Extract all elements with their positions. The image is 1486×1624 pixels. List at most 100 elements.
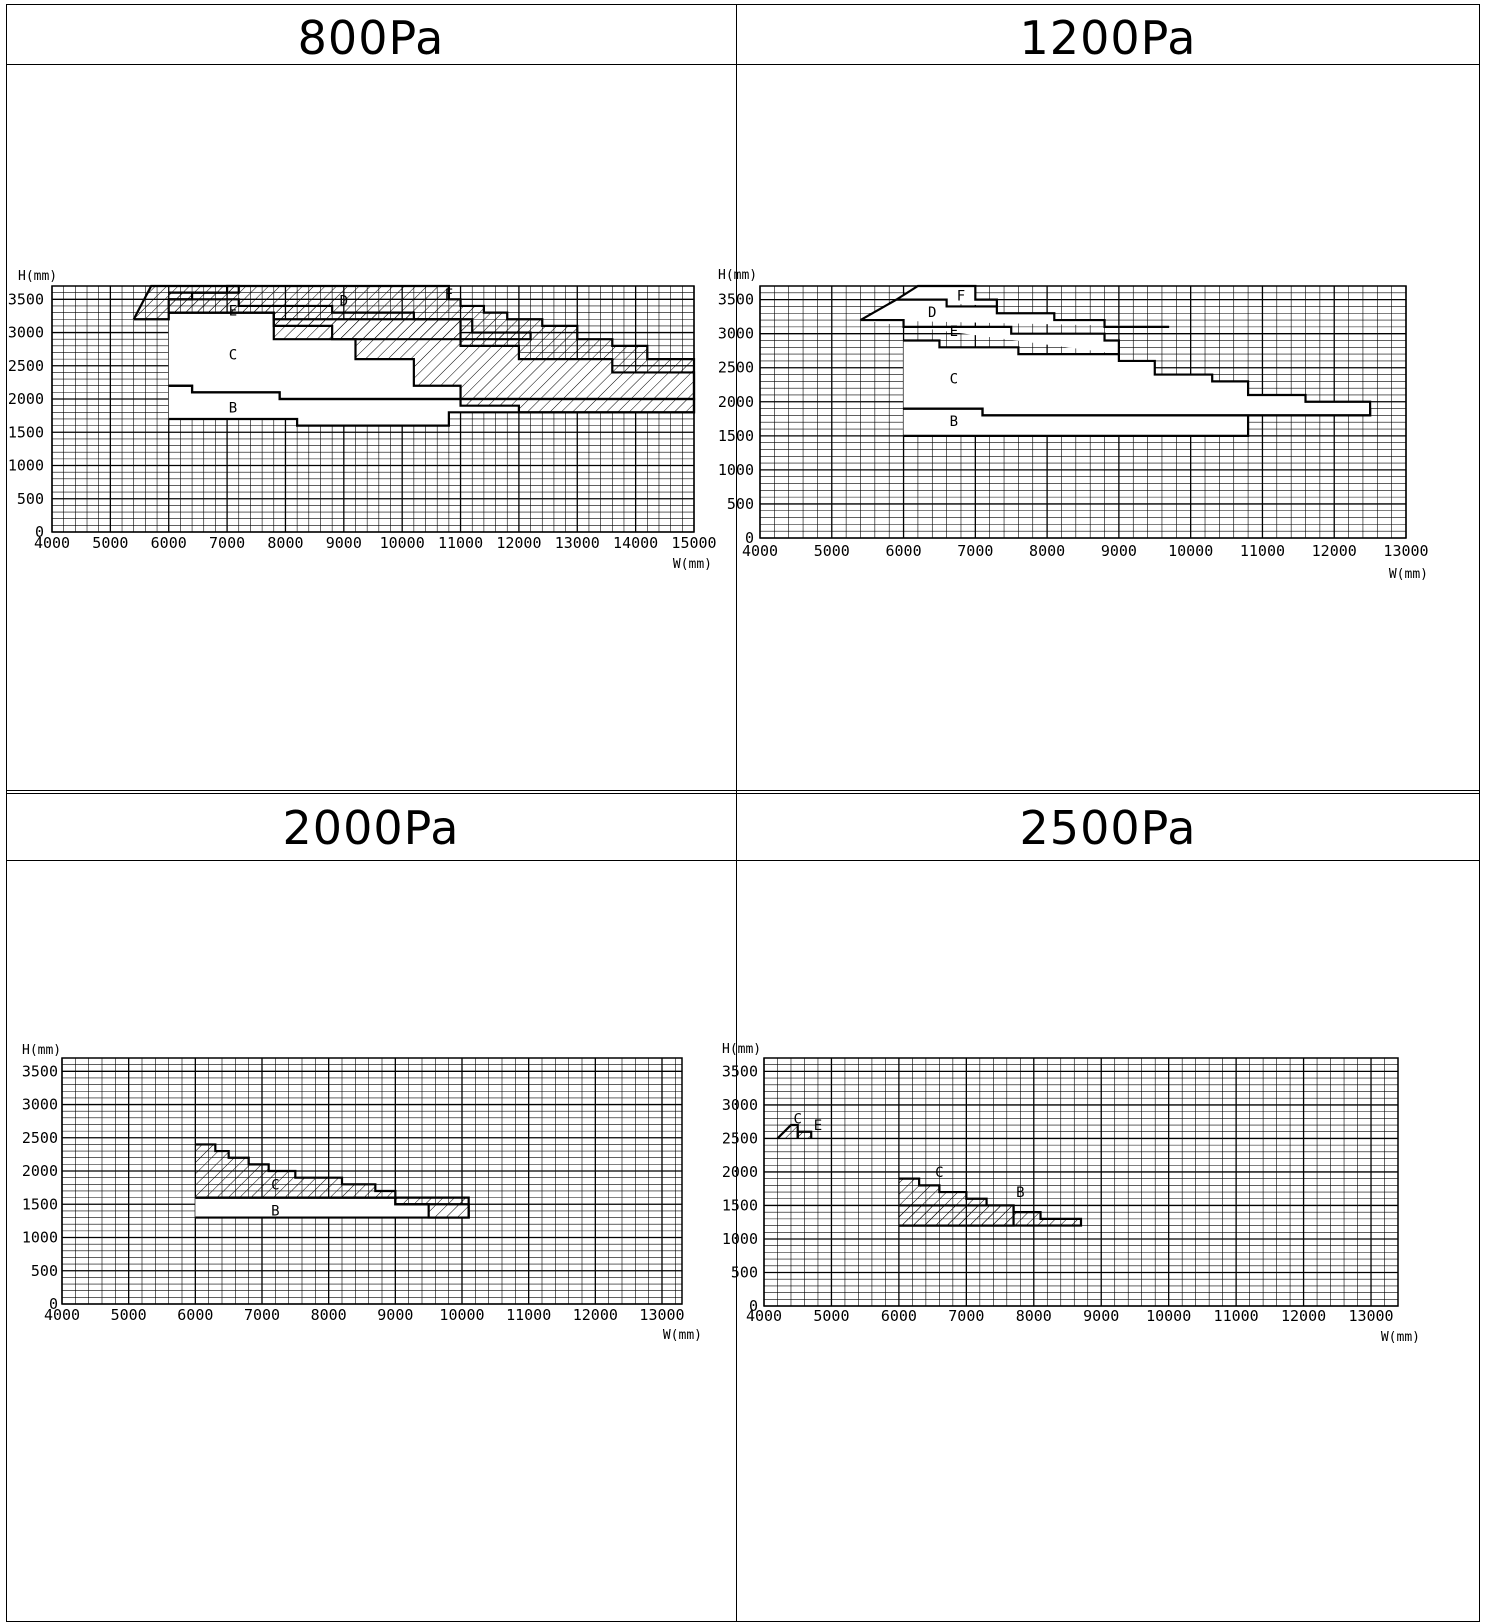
x-tick-label: 4000 <box>746 1307 782 1325</box>
y-tick-label: 0 <box>749 1297 758 1315</box>
x-tick-label: 13000 <box>555 534 600 552</box>
y-tick-label: 1500 <box>22 1195 58 1213</box>
x-tick-label: 5000 <box>92 534 128 552</box>
x-axis-label: W(mm) <box>673 557 712 572</box>
x-axis-label: W(mm) <box>1381 1330 1420 1345</box>
x-tick-label: 4000 <box>44 1306 80 1324</box>
x-axis-label: W(mm) <box>663 1328 702 1343</box>
x-tick-label: 12000 <box>1281 1307 1326 1325</box>
region-label-B: B <box>229 401 237 417</box>
x-tick-label: 11000 <box>1214 1307 1259 1325</box>
y-axis-label: H(mm) <box>18 269 57 284</box>
region-label-D: D <box>928 305 936 321</box>
x-tick-label: 15000 <box>671 534 716 552</box>
region-label-C: C <box>950 372 958 388</box>
y-axis-label: H(mm) <box>718 268 757 283</box>
region-outline-C <box>195 1143 470 1219</box>
plot-frame <box>61 1057 683 1305</box>
x-tick-label: 7000 <box>957 542 993 560</box>
x-tick-label: 10000 <box>1168 542 1213 560</box>
x-tick-label: 12000 <box>573 1306 618 1324</box>
x-tick-label: 4000 <box>34 534 70 552</box>
x-tick-label: 14000 <box>613 534 658 552</box>
y-tick-label: 3500 <box>8 290 44 308</box>
region-fill-B <box>168 385 694 426</box>
region-fill-E <box>860 320 1119 355</box>
x-tick-label: 9000 <box>377 1306 413 1324</box>
y-tick-label: 1500 <box>8 423 44 441</box>
x-tick-label: 8000 <box>311 1306 347 1324</box>
x-tick-label: 6000 <box>151 534 187 552</box>
x-tick-label: 8000 <box>1029 542 1065 560</box>
x-tick-label: 6000 <box>885 542 921 560</box>
row-divider <box>6 790 1480 791</box>
x-tick-label: 12000 <box>1312 542 1357 560</box>
y-tick-label: 3000 <box>8 324 44 342</box>
y-tick-label: 1000 <box>22 1229 58 1247</box>
x-tick-label: 4000 <box>742 542 778 560</box>
region-label-C: C <box>229 347 237 363</box>
x-tick-label: 10000 <box>1146 1307 1191 1325</box>
y-tick-label: 0 <box>35 523 44 541</box>
region-outline-D <box>168 284 696 414</box>
x-tick-label: 7000 <box>209 534 245 552</box>
y-tick-label: 1000 <box>718 461 754 479</box>
region-outline-D <box>859 298 1170 328</box>
region-fill-C <box>903 340 1371 416</box>
region-hatch-B <box>898 1205 1081 1226</box>
region-outline-F <box>132 284 240 321</box>
y-tick-label: 500 <box>727 495 754 513</box>
region-label-C: C <box>271 1177 279 1193</box>
y-tick-label: 2000 <box>718 393 754 411</box>
region-hatch-E <box>797 1131 812 1139</box>
x-tick-label: 12000 <box>496 534 541 552</box>
y-tick-label: 2000 <box>22 1162 58 1180</box>
x-tick-label: 5000 <box>111 1306 147 1324</box>
row-divider-double <box>6 793 1480 794</box>
y-tick-label: 2500 <box>22 1129 58 1147</box>
y-tick-label: 3000 <box>722 1096 758 1114</box>
region-label-F: F <box>445 287 453 303</box>
x-tick-label: 7000 <box>244 1306 280 1324</box>
panel-divider-vertical <box>736 4 737 1622</box>
y-tick-label: 3500 <box>722 1062 758 1080</box>
region-label-E: E <box>950 324 958 340</box>
region-outline-F <box>895 284 998 307</box>
region-outline-E <box>168 298 532 341</box>
panel-title-2000pa: 2000Pa <box>282 801 460 855</box>
y-tick-label: 500 <box>31 1262 58 1280</box>
y-tick-label: 2000 <box>8 390 44 408</box>
x-tick-label: 5000 <box>814 542 850 560</box>
y-tick-label: 1000 <box>722 1230 758 1248</box>
y-axis-label: H(mm) <box>722 1042 761 1057</box>
panel-title-1200pa: 1200Pa <box>1019 11 1197 65</box>
x-tick-label: 10000 <box>439 1306 484 1324</box>
x-tick-label: 8000 <box>1016 1307 1052 1325</box>
region-label-C: C <box>935 1165 943 1181</box>
y-tick-label: 500 <box>17 490 44 508</box>
y-tick-label: 3500 <box>718 291 754 309</box>
region-label-C: C <box>794 1111 802 1127</box>
y-tick-label: 1500 <box>722 1196 758 1214</box>
y-axis-label: H(mm) <box>22 1043 61 1058</box>
region-outline-E <box>860 318 1120 355</box>
region-fill-B <box>195 1197 469 1218</box>
y-tick-label: 2500 <box>718 359 754 377</box>
region-fill-F <box>896 286 997 307</box>
y-tick-label: 3000 <box>22 1096 58 1114</box>
x-tick-label: 9000 <box>326 534 362 552</box>
region-label-E: E <box>814 1118 822 1134</box>
panel-title-800pa: 800Pa <box>297 11 445 65</box>
x-tick-label: 13000 <box>639 1306 684 1324</box>
header-divider-bottom <box>6 860 1480 861</box>
region-hatch-C <box>777 1125 798 1139</box>
region-label-F: F <box>957 289 965 305</box>
y-tick-label: 0 <box>49 1295 58 1313</box>
region-outline-E <box>796 1130 813 1139</box>
x-tick-label: 8000 <box>267 534 303 552</box>
y-tick-label: 2000 <box>722 1163 758 1181</box>
plot-frame <box>763 1057 1399 1307</box>
chart-panel-2000Pa: BC 0 500 1000 1500 2000 2500 3000 3500 4000 5000 60… <box>22 1043 702 1343</box>
